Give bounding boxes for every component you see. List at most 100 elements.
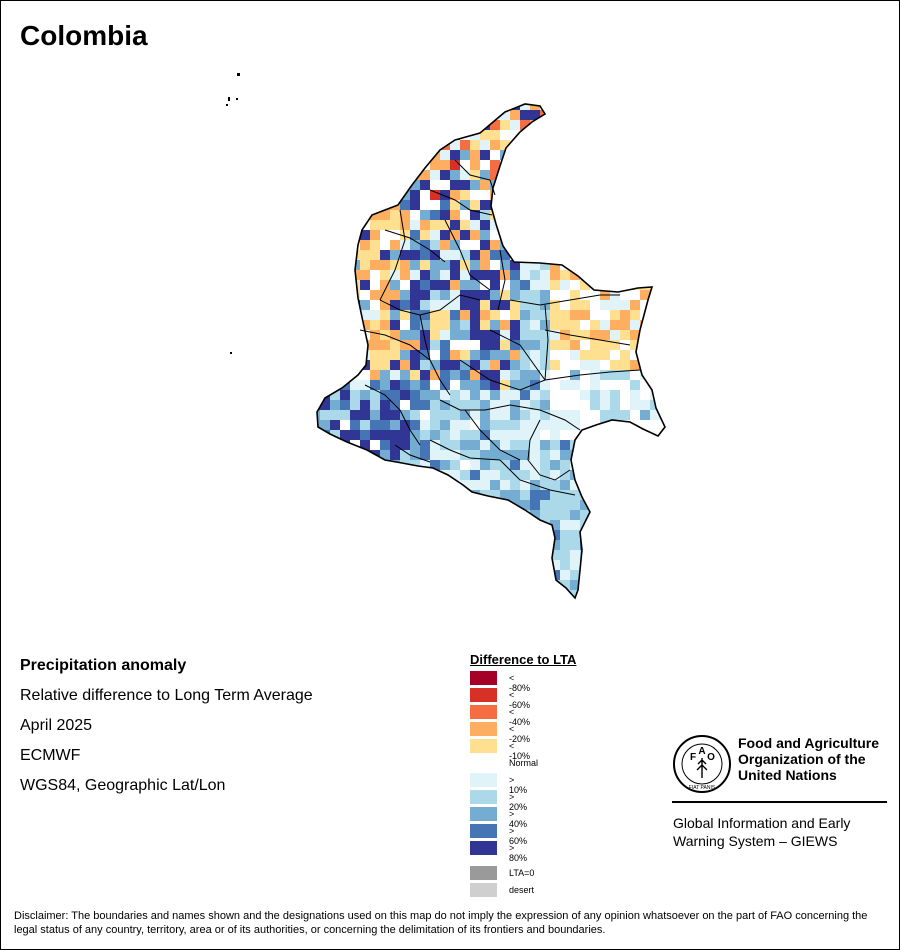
anomaly-cell: [590, 350, 600, 360]
anomaly-cell: [660, 270, 665, 280]
map-info: Precipitation anomaly Relative differenc…: [20, 656, 313, 806]
anomaly-cell: [410, 260, 420, 270]
anomaly-cell: [370, 220, 380, 230]
anomaly-cell: [650, 440, 660, 450]
anomaly-cell: [560, 510, 570, 520]
anomaly-cell: [550, 170, 560, 180]
anomaly-cell: [620, 550, 630, 560]
anomaly-cell: [420, 310, 430, 320]
anomaly-cell: [420, 410, 430, 420]
anomaly-cell: [560, 360, 570, 370]
anomaly-cell: [660, 540, 665, 550]
anomaly-cell: [460, 270, 470, 280]
anomaly-cell: [560, 550, 570, 560]
anomaly-cell: [520, 330, 530, 340]
anomaly-cell: [460, 250, 470, 260]
anomaly-cell: [560, 230, 570, 240]
anomaly-cell: [520, 490, 530, 500]
anomaly-cell: [490, 400, 500, 410]
anomaly-cell: [600, 560, 610, 570]
anomaly-cell: [450, 260, 460, 270]
anomaly-cell: [570, 300, 580, 310]
anomaly-cell: [500, 180, 510, 190]
anomaly-cell: [460, 240, 470, 250]
anomaly-cell: [490, 120, 500, 130]
anomaly-cell: [380, 580, 390, 590]
anomaly-cell: [580, 130, 590, 140]
anomaly-cell: [390, 270, 400, 280]
anomaly-cell: [320, 110, 330, 120]
anomaly-cell: [590, 270, 600, 280]
anomaly-cell: [620, 130, 630, 140]
anomaly-cell: [440, 490, 450, 500]
anomaly-cell: [400, 590, 410, 598]
anomaly-cell: [570, 480, 580, 490]
anomaly-cell: [470, 310, 480, 320]
anomaly-cell: [600, 130, 610, 140]
anomaly-cell: [570, 310, 580, 320]
anomaly-cell: [500, 290, 510, 300]
anomaly-cell: [620, 210, 630, 220]
anomaly-cell: [570, 170, 580, 180]
anomaly-cell: [640, 240, 650, 250]
anomaly-cell: [360, 230, 370, 240]
anomaly-cell: [450, 290, 460, 300]
anomaly-cell: [540, 540, 550, 550]
anomaly-cell: [500, 340, 510, 350]
anomaly-cell: [530, 140, 540, 150]
anomaly-cell: [590, 160, 600, 170]
anomaly-cell: [340, 520, 350, 530]
anomaly-cell: [380, 380, 390, 390]
anomaly-cell: [510, 210, 520, 220]
giews-name: Global Information and Early Warning Sys…: [673, 815, 851, 849]
anomaly-cell: [630, 310, 640, 320]
anomaly-cell: [540, 420, 550, 430]
anomaly-cell: [317, 270, 320, 280]
anomaly-cell: [660, 250, 665, 260]
anomaly-cell: [610, 190, 620, 200]
anomaly-cell: [360, 480, 370, 490]
anomaly-cell: [317, 140, 320, 150]
anomaly-cell: [490, 370, 500, 380]
anomaly-cell: [620, 300, 630, 310]
anomaly-cell: [390, 520, 400, 530]
anomaly-cell: [560, 250, 570, 260]
anomaly-cell: [370, 400, 380, 410]
anomaly-cell: [480, 480, 490, 490]
anomaly-cell: [570, 260, 580, 270]
anomaly-cell: [400, 160, 410, 170]
anomaly-cell: [460, 480, 470, 490]
anomaly-cell: [450, 510, 460, 520]
anomaly-cell: [550, 250, 560, 260]
anomaly-cell: [530, 280, 540, 290]
anomaly-cell: [500, 210, 510, 220]
anomaly-cell: [410, 290, 420, 300]
anomaly-cell: [620, 240, 630, 250]
anomaly-cell: [420, 280, 430, 290]
anomaly-cell: [560, 380, 570, 390]
anomaly-cell: [600, 480, 610, 490]
anomaly-cell: [630, 410, 640, 420]
anomaly-cell: [340, 140, 350, 150]
anomaly-cell: [600, 260, 610, 270]
anomaly-cell: [550, 370, 560, 380]
anomaly-cell: [470, 170, 480, 180]
anomaly-cell: [530, 130, 540, 140]
anomaly-cell: [520, 560, 530, 570]
anomaly-cell: [500, 170, 510, 180]
anomaly-cell: [470, 340, 480, 350]
anomaly-cell: [580, 340, 590, 350]
anomaly-cell: [620, 150, 630, 160]
anomaly-cell: [520, 480, 530, 490]
anomaly-cell: [370, 210, 380, 220]
anomaly-cell: [520, 280, 530, 290]
anomaly-cell: [317, 380, 320, 390]
anomaly-cell: [320, 480, 330, 490]
anomaly-cell: [390, 310, 400, 320]
anomaly-cell: [580, 300, 590, 310]
anomaly-cell: [650, 200, 660, 210]
anomaly-cell: [550, 140, 560, 150]
anomaly-cell: [370, 390, 380, 400]
anomaly-cell: [530, 440, 540, 450]
anomaly-cell: [440, 280, 450, 290]
